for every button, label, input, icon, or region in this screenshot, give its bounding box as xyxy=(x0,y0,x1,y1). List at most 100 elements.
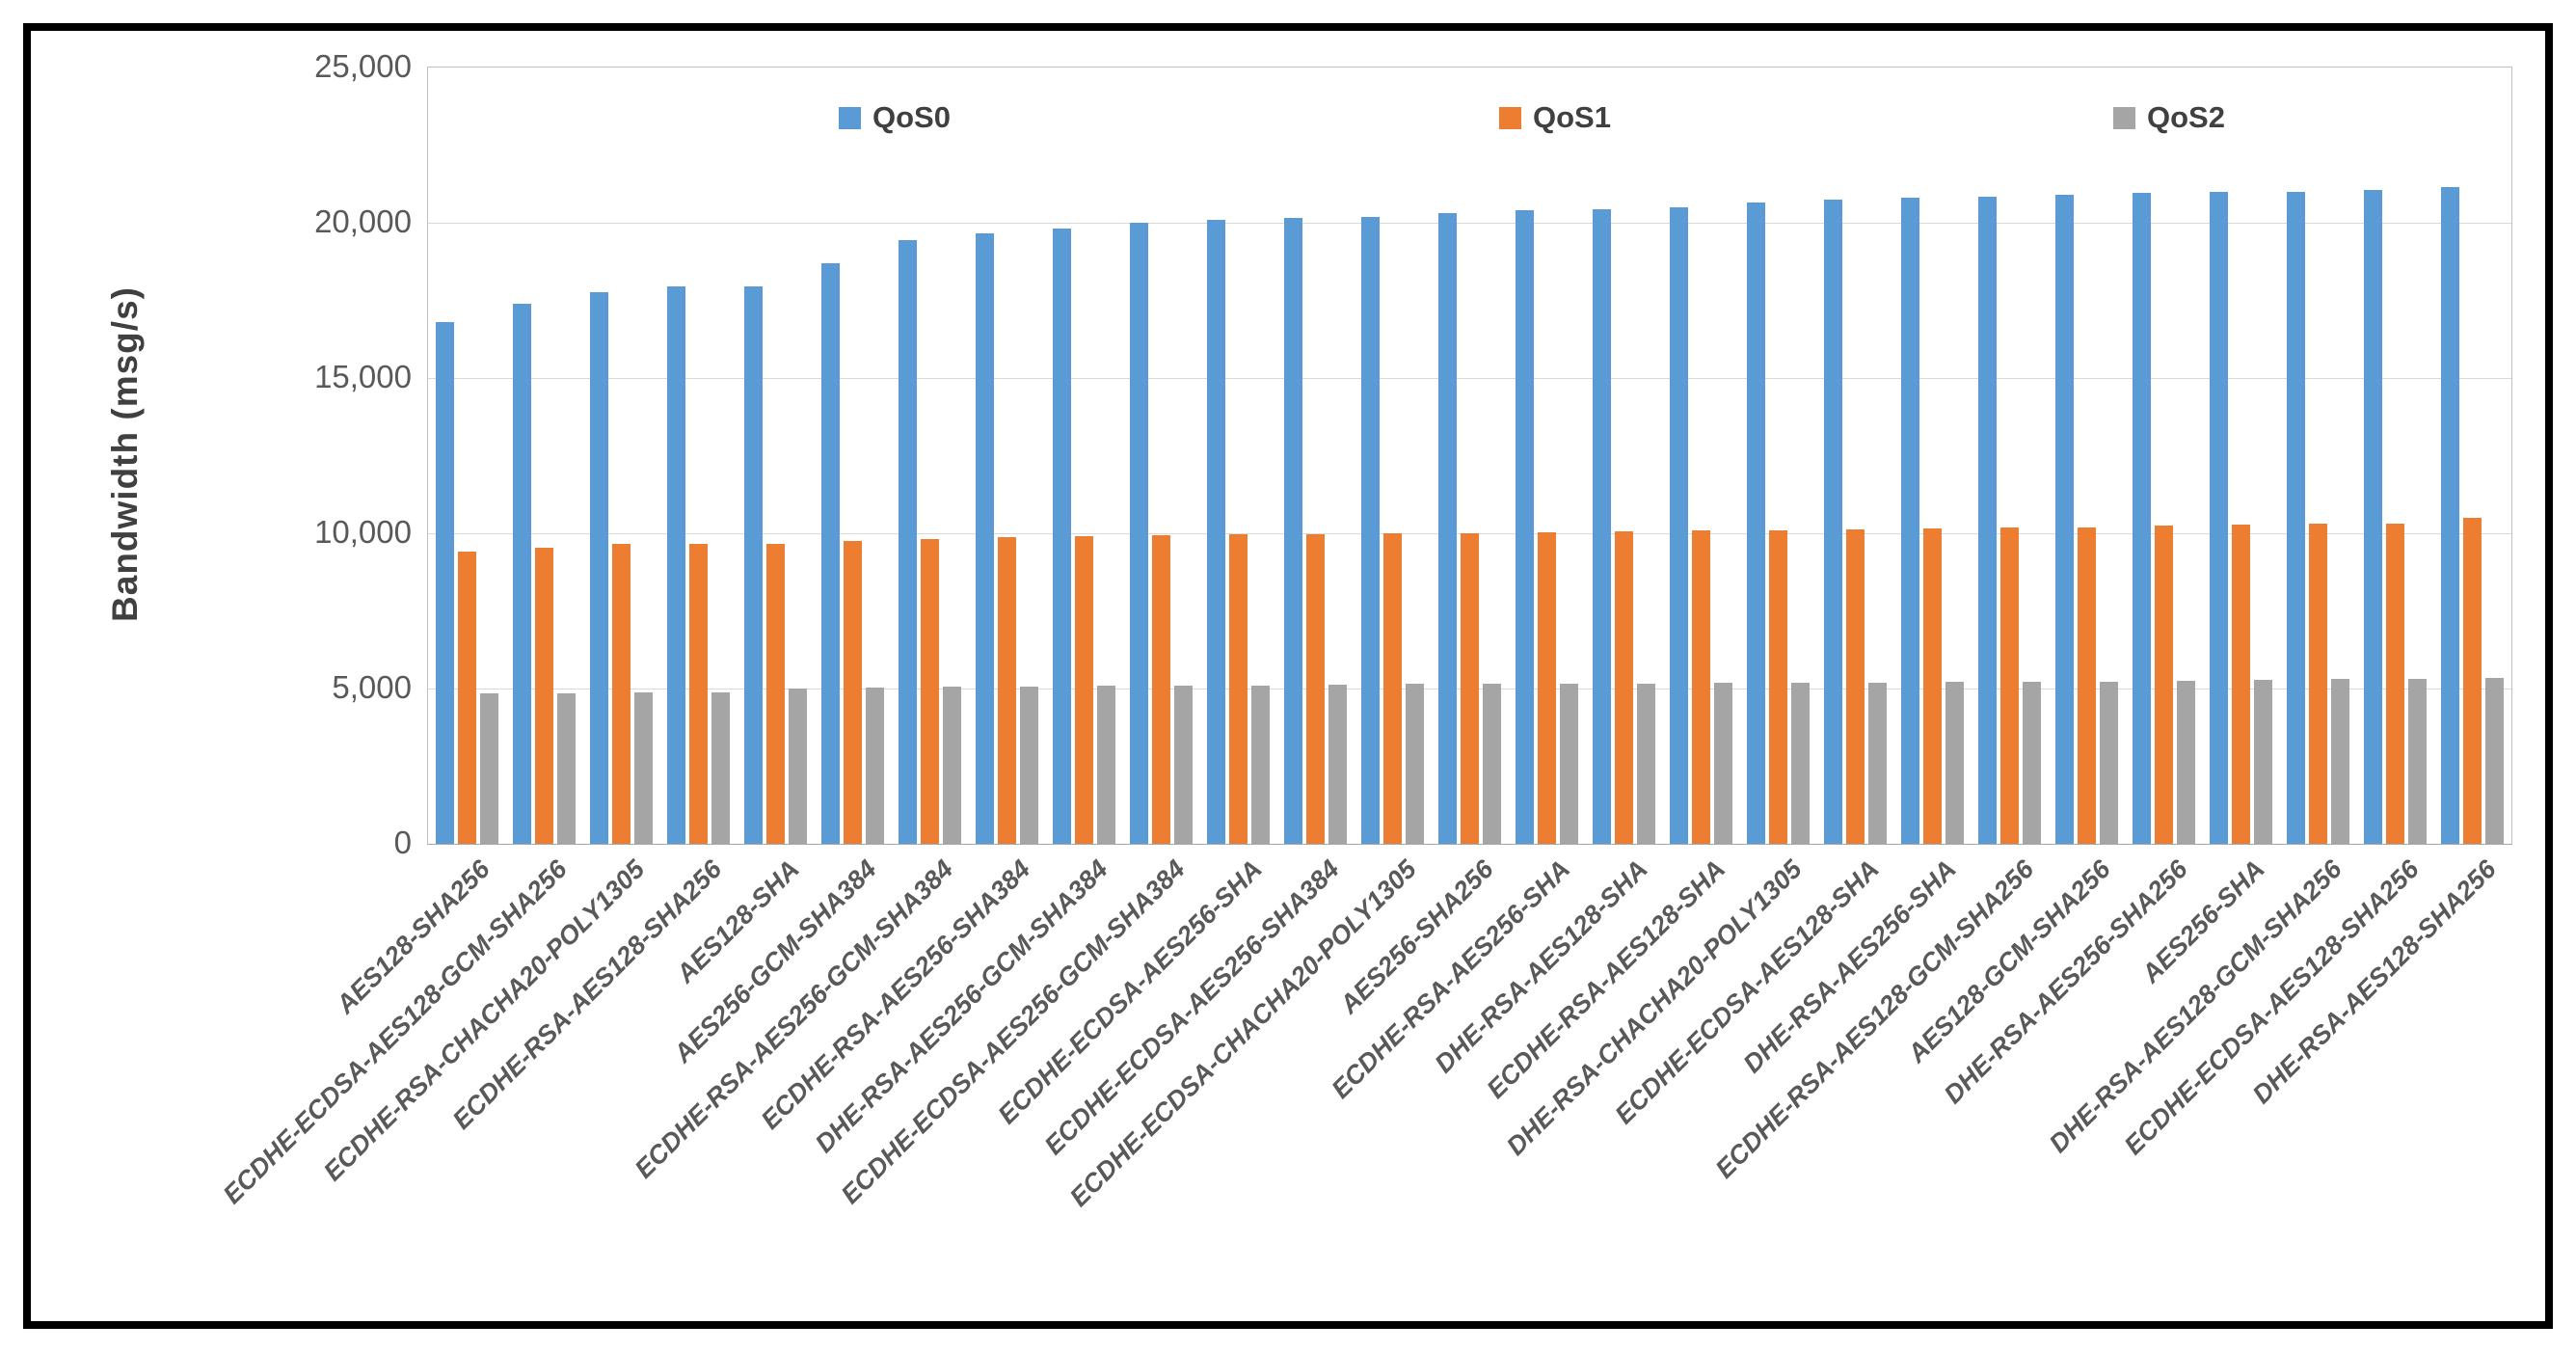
qos2-bar xyxy=(865,687,884,844)
y-axis-title: Bandwidth (msg/s) xyxy=(105,286,145,622)
qos0-bar xyxy=(2364,190,2383,844)
qos0-bar xyxy=(2287,191,2306,844)
qos0-bar xyxy=(1206,219,1225,844)
legend-swatch-qos0 xyxy=(839,106,861,129)
qos1-bar xyxy=(2232,525,2251,844)
qos1-bar xyxy=(997,537,1016,844)
qos0-bar xyxy=(666,286,685,844)
qos2-bar xyxy=(1173,686,1193,844)
y-tick-label: 10,000 xyxy=(314,514,412,550)
legend-item-qos0: QoS0 xyxy=(839,100,951,135)
qos0-bar xyxy=(2441,186,2460,844)
qos1-bar xyxy=(843,541,862,844)
qos1-bar xyxy=(2386,523,2405,844)
gridline xyxy=(428,223,2511,224)
qos2-bar xyxy=(633,692,653,844)
qos2-bar xyxy=(2331,679,2350,844)
qos1-bar xyxy=(1228,534,1248,844)
plot-area xyxy=(427,67,2512,845)
y-tick-label: 5,000 xyxy=(332,669,412,705)
qos1-bar xyxy=(1538,532,1557,844)
qos0-bar xyxy=(2210,191,2229,844)
qos1-bar xyxy=(2463,517,2482,844)
legend-swatch-qos2 xyxy=(2113,106,2135,129)
qos0-bar xyxy=(975,233,994,844)
y-tick-label: 15,000 xyxy=(314,359,412,394)
x-tick-label: ECDHE-ECDSA-AES128-GCM-SHA256 xyxy=(218,854,574,1210)
legend-label-qos2: QoS2 xyxy=(2147,100,2225,134)
y-tick-label: 20,000 xyxy=(314,203,412,239)
qos2-bar xyxy=(1945,682,1965,844)
y-tick-label: 25,000 xyxy=(314,48,412,84)
qos2-bar xyxy=(942,687,961,844)
qos0-bar xyxy=(1052,229,1071,844)
qos0-bar xyxy=(1978,196,1998,844)
qos1-bar xyxy=(534,547,553,844)
qos0-bar xyxy=(512,303,531,844)
qos0-bar xyxy=(743,286,763,844)
qos2-bar xyxy=(2100,681,2119,844)
qos2-bar xyxy=(1250,686,1270,844)
qos2-bar xyxy=(1637,683,1656,844)
qos2-bar xyxy=(1791,683,1811,844)
qos0-bar xyxy=(1438,213,1457,844)
qos1-bar xyxy=(1769,530,1788,844)
qos2-bar xyxy=(1019,687,1038,844)
qos0-bar xyxy=(1593,208,1612,844)
legend-item-qos1: QoS1 xyxy=(1499,100,1611,135)
qos1-bar xyxy=(611,544,631,844)
qos1-bar xyxy=(457,552,476,844)
legend-swatch-qos1 xyxy=(1499,106,1521,129)
qos2-bar xyxy=(1714,683,1733,844)
qos1-bar xyxy=(688,543,708,844)
qos0-bar xyxy=(1747,203,1766,844)
qos0-bar xyxy=(2055,195,2075,844)
qos0-bar xyxy=(1360,216,1380,844)
x-tick-label: ECDHE-RSA-CHACHA20-POLY1305 xyxy=(317,854,651,1187)
qos2-bar xyxy=(1096,686,1115,844)
qos2-bar xyxy=(2254,679,2273,844)
qos2-bar xyxy=(1560,683,1579,844)
legend-item-qos2: QoS2 xyxy=(2113,100,2225,135)
qos0-bar xyxy=(820,262,840,844)
qos2-bar xyxy=(2023,681,2042,844)
qos1-bar xyxy=(2078,527,2097,844)
qos2-bar xyxy=(1868,682,1888,844)
qos1-bar xyxy=(1923,527,1943,844)
qos1-bar xyxy=(1615,531,1634,844)
qos1-bar xyxy=(2000,527,2020,844)
qos1-bar xyxy=(1074,536,1093,844)
qos2-bar xyxy=(788,689,807,844)
qos2-bar xyxy=(2485,677,2505,844)
qos2-bar xyxy=(2408,678,2428,844)
qos1-bar xyxy=(2309,524,2328,844)
qos0-bar xyxy=(435,322,454,844)
qos1-bar xyxy=(765,543,785,844)
qos2-bar xyxy=(1483,683,1501,844)
qos0-bar xyxy=(589,292,608,844)
qos0-bar xyxy=(1901,198,1920,844)
qos1-bar xyxy=(1305,533,1325,844)
qos1-bar xyxy=(2155,526,2174,844)
y-tick-label: 0 xyxy=(393,825,412,860)
qos2-bar xyxy=(2177,680,2196,844)
qos0-bar xyxy=(898,239,917,844)
qos2-bar xyxy=(1328,684,1347,844)
qos0-bar xyxy=(1516,210,1535,844)
qos0-bar xyxy=(2133,193,2152,844)
qos2-bar xyxy=(556,692,576,844)
qos1-bar xyxy=(1692,530,1711,844)
gridline xyxy=(428,378,2511,379)
qos1-bar xyxy=(1382,533,1402,844)
qos0-bar xyxy=(1824,199,1843,844)
qos2-bar xyxy=(1405,684,1424,844)
qos2-bar xyxy=(479,692,498,844)
qos0-bar xyxy=(1670,206,1689,844)
qos0-bar xyxy=(1129,223,1148,844)
qos1-bar xyxy=(1151,534,1170,844)
qos1-bar xyxy=(1461,532,1479,844)
qos1-bar xyxy=(920,539,939,844)
qos2-bar xyxy=(711,691,730,844)
